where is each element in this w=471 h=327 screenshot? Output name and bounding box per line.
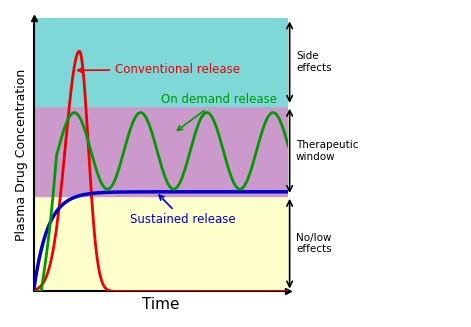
Text: Therapeutic
window: Therapeutic window	[296, 140, 358, 162]
Text: No/low
effects: No/low effects	[296, 233, 332, 254]
Bar	[33, 106, 288, 196]
Text: Sustained release: Sustained release	[130, 195, 236, 226]
Bar	[33, 196, 288, 291]
Text: Conventional release: Conventional release	[78, 63, 240, 76]
Bar	[33, 18, 288, 106]
Text: Side
effects: Side effects	[296, 51, 332, 73]
X-axis label: Time: Time	[142, 297, 180, 312]
Text: On demand release: On demand release	[161, 93, 277, 130]
Y-axis label: Plasma Drug Concentration: Plasma Drug Concentration	[15, 69, 28, 241]
